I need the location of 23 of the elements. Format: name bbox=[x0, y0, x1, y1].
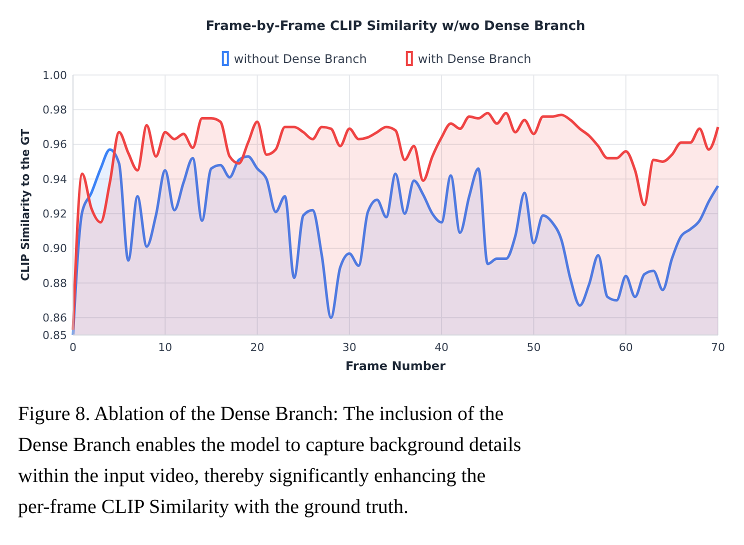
x-tick-label: 10 bbox=[158, 341, 172, 354]
x-tick-label: 20 bbox=[250, 341, 264, 354]
y-tick-label: 0.88 bbox=[42, 276, 67, 290]
x-tick-label: 0 bbox=[70, 341, 76, 354]
x-tick-label: 30 bbox=[342, 341, 356, 354]
x-tick-label: 60 bbox=[618, 341, 633, 354]
x-tick-label: 50 bbox=[526, 341, 541, 354]
y-tick-label: 0.96 bbox=[42, 138, 67, 152]
y-tick-label: 0.98 bbox=[42, 104, 67, 117]
x-tick-label: 40 bbox=[434, 341, 449, 354]
x-axis-title: Frame Number bbox=[345, 359, 446, 373]
x-tick-label: 70 bbox=[711, 341, 725, 354]
y-tick-label: 0.94 bbox=[42, 172, 67, 186]
y-tick-label: 0.92 bbox=[42, 208, 67, 221]
y-axis-title: CLIP Similarity to the GT bbox=[19, 128, 32, 282]
y-tick-label: 1.00 bbox=[42, 68, 67, 82]
caption: Figure 8. Ablation of the Dense Branch: The inclusion of the Dense Branch enables the model to capture background details within the input video, thereby significantly enhancing the per-frame CLIP Similarity with the ground truth. bbox=[18, 403, 522, 518]
y-tick-label: 0.86 bbox=[42, 312, 67, 325]
legend-label: without Dense Branch bbox=[234, 52, 367, 66]
y-tick-label: 0.85 bbox=[42, 328, 67, 342]
y-tick-label: 0.90 bbox=[42, 242, 67, 256]
chart-title: Frame-by-Frame CLIP Similarity w/wo Dense Branch bbox=[206, 19, 586, 34]
legend-label: with Dense Branch bbox=[418, 52, 532, 66]
